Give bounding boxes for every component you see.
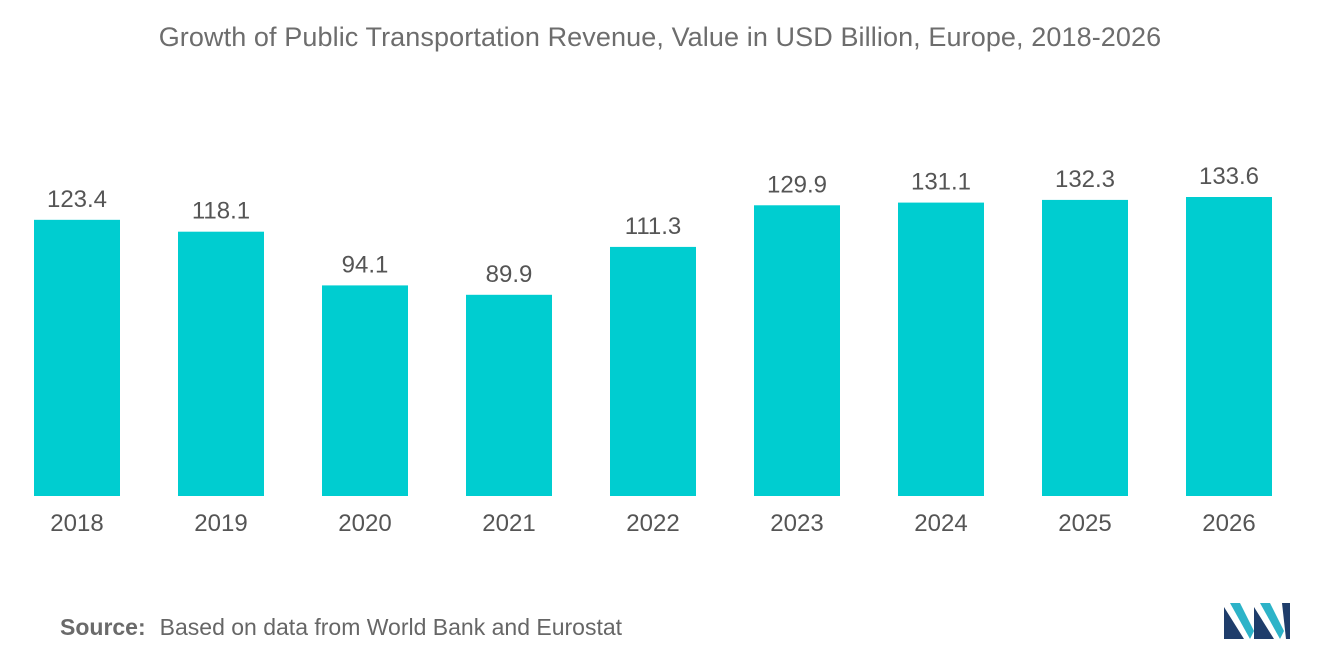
bar-2020	[322, 285, 408, 496]
mordor-intelligence-logo-icon	[1224, 603, 1290, 639]
bar-2019	[178, 231, 264, 496]
x-tick-label-2024: 2024	[914, 510, 967, 537]
x-tick-label-2020: 2020	[338, 510, 391, 537]
bar-chart: 123.4 2018 118.1 2019 94.1 2020 89.9 2021 111.3 2…	[34, 163, 1272, 537]
data-label-2021: 89.9	[486, 261, 533, 288]
x-tick-label-2026: 2026	[1202, 510, 1255, 537]
bar-2025	[1042, 199, 1128, 496]
x-tick-label-2019: 2019	[194, 510, 247, 537]
data-label-2020: 94.1	[342, 251, 389, 278]
x-tick-label-2018: 2018	[50, 510, 103, 537]
x-tick-label-2021: 2021	[482, 510, 535, 537]
data-label-2018: 123.4	[47, 186, 107, 213]
data-label-2019: 118.1	[192, 198, 250, 225]
bar-2026	[1186, 197, 1272, 496]
chart-title: Growth of Public Transportation Revenue,…	[158, 22, 1162, 52]
source-text: Based on data from World Bank and Eurost…	[159, 614, 623, 640]
source-label: Source:	[60, 614, 146, 640]
data-label-2025: 132.3	[1055, 166, 1115, 193]
bar-2024	[898, 202, 984, 496]
data-label-2022: 111.3	[625, 213, 682, 240]
source-note: Source: Based on data from World Bank and…	[60, 614, 622, 641]
bar-2018	[34, 219, 120, 496]
data-label-2023: 129.9	[767, 171, 827, 198]
x-tick-label-2025: 2025	[1058, 510, 1111, 537]
bar-2023	[754, 205, 840, 496]
x-tick-label-2023: 2023	[770, 510, 823, 537]
bar-2022	[610, 246, 696, 496]
data-label-2026: 133.6	[1199, 163, 1259, 190]
bar-2021	[466, 294, 552, 496]
x-tick-label-2022: 2022	[626, 510, 679, 537]
data-label-2024: 131.1	[911, 169, 971, 196]
